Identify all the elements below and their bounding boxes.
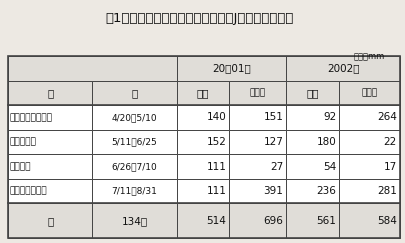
Text: 92: 92 xyxy=(322,113,335,122)
Text: 代かき・田植え期: 代かき・田植え期 xyxy=(10,113,53,122)
Bar xyxy=(92,105,176,130)
Bar xyxy=(8,105,92,130)
Bar xyxy=(92,203,176,238)
Bar xyxy=(339,105,399,130)
Bar xyxy=(286,105,339,130)
Bar xyxy=(286,203,339,238)
Bar xyxy=(8,203,92,238)
Text: 180: 180 xyxy=(316,137,335,147)
Text: 127: 127 xyxy=(263,137,283,147)
Text: 140: 140 xyxy=(206,113,226,122)
Text: 264: 264 xyxy=(376,113,396,122)
Text: 7/11～8/31: 7/11～8/31 xyxy=(111,187,157,196)
Text: 561: 561 xyxy=(315,216,335,226)
Text: 別: 別 xyxy=(131,88,137,98)
Text: 236: 236 xyxy=(315,186,335,196)
Bar xyxy=(8,130,92,154)
Text: 54: 54 xyxy=(322,162,335,172)
Bar xyxy=(339,81,399,105)
Bar xyxy=(229,130,286,154)
Text: 2002年: 2002年 xyxy=(326,63,358,73)
Text: 584: 584 xyxy=(376,216,396,226)
Text: 20　01年: 20 01年 xyxy=(211,63,250,73)
Bar xyxy=(286,154,339,179)
Text: 計: 計 xyxy=(47,216,53,226)
Bar xyxy=(286,81,339,105)
Bar xyxy=(8,81,92,105)
Bar xyxy=(8,179,92,203)
Text: 134日: 134日 xyxy=(121,216,147,226)
Text: 22: 22 xyxy=(383,137,396,147)
Bar xyxy=(176,81,229,105)
Text: 514: 514 xyxy=(206,216,226,226)
Bar xyxy=(229,81,286,105)
Text: 取水量: 取水量 xyxy=(249,88,265,97)
Text: 696: 696 xyxy=(263,216,283,226)
Bar xyxy=(339,154,399,179)
Bar xyxy=(229,105,286,130)
Text: 表1　低圧パイプラインを採用したJ地区の取水実態: 表1 低圧パイプラインを採用したJ地区の取水実態 xyxy=(106,12,294,25)
Bar xyxy=(339,179,399,203)
Bar xyxy=(229,179,286,203)
Text: 391: 391 xyxy=(263,186,283,196)
Text: 111: 111 xyxy=(206,162,226,172)
Bar xyxy=(176,203,229,238)
Bar xyxy=(92,154,176,179)
Bar xyxy=(92,130,176,154)
Text: 取水量: 取水量 xyxy=(361,88,377,97)
Bar xyxy=(176,154,229,179)
Bar xyxy=(286,179,339,203)
Text: 6/26～7/10: 6/26～7/10 xyxy=(111,162,157,171)
Bar xyxy=(339,203,399,238)
Bar xyxy=(229,203,286,238)
Bar xyxy=(8,56,399,238)
Text: 初期生育期: 初期生育期 xyxy=(10,138,37,147)
Text: 中干し期: 中干し期 xyxy=(10,162,32,171)
Text: 単位：mm: 単位：mm xyxy=(353,52,384,61)
Bar xyxy=(229,154,286,179)
Bar xyxy=(92,179,176,203)
Bar xyxy=(176,179,229,203)
Bar xyxy=(339,130,399,154)
Text: 281: 281 xyxy=(376,186,396,196)
Bar xyxy=(8,56,176,81)
Bar xyxy=(92,81,176,105)
Bar xyxy=(8,154,92,179)
Bar xyxy=(176,56,286,81)
Text: 4/20～5/10: 4/20～5/10 xyxy=(111,113,157,122)
Text: 間断かんがい期: 間断かんがい期 xyxy=(10,187,47,196)
Text: 27: 27 xyxy=(269,162,283,172)
Text: 152: 152 xyxy=(206,137,226,147)
Text: 5/11～6/25: 5/11～6/25 xyxy=(111,138,157,147)
Bar xyxy=(176,130,229,154)
Bar xyxy=(176,105,229,130)
Text: 111: 111 xyxy=(206,186,226,196)
Text: 期: 期 xyxy=(47,88,53,98)
Text: 雨量: 雨量 xyxy=(196,88,209,98)
Bar xyxy=(286,56,399,81)
Bar xyxy=(286,130,339,154)
Text: 雨量: 雨量 xyxy=(306,88,318,98)
Text: 151: 151 xyxy=(263,113,283,122)
Text: 17: 17 xyxy=(383,162,396,172)
